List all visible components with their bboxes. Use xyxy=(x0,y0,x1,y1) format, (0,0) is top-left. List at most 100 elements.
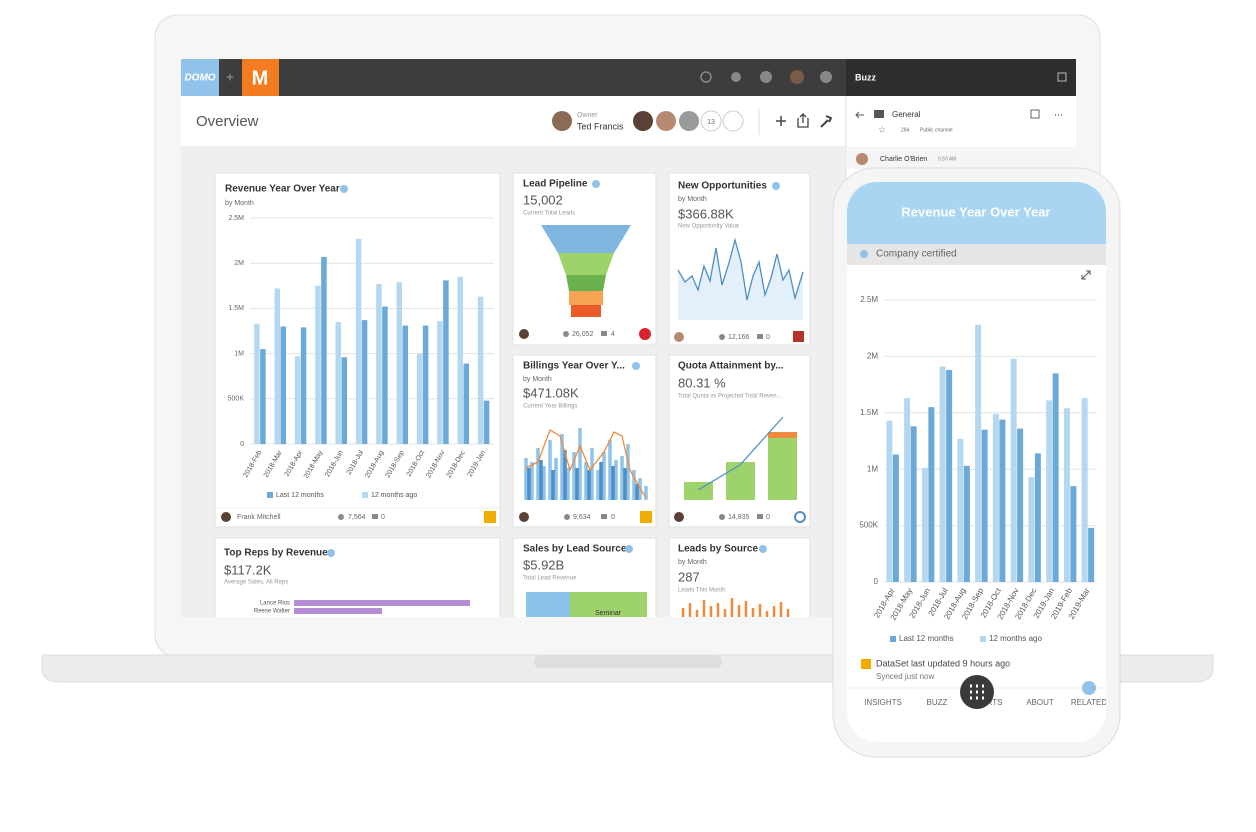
rep-name: Lance Rios xyxy=(260,601,290,607)
back-button[interactable] xyxy=(855,111,864,119)
card-title: Leads by Source xyxy=(678,544,758,555)
message-time: 5:59 AM xyxy=(938,156,956,162)
comments-icon xyxy=(757,514,763,519)
member-count: 13 xyxy=(707,119,715,126)
scroll-top-button[interactable] xyxy=(1082,681,1096,695)
bar xyxy=(382,306,388,444)
certified-icon xyxy=(327,549,335,557)
comments: 0 xyxy=(766,514,770,521)
card-caption: Leads This Month xyxy=(678,588,726,594)
star-icon[interactable]: ☆ xyxy=(878,124,886,134)
member-avatar[interactable] xyxy=(679,111,699,131)
legend-label: 12 months ago xyxy=(371,492,417,499)
bar xyxy=(992,413,999,582)
header xyxy=(181,96,846,147)
treemap-label: Seminar xyxy=(595,610,622,617)
author-avatar xyxy=(519,512,529,522)
card-value: 80.31 % xyxy=(678,375,726,390)
legend-label: Last 12 months xyxy=(899,634,954,643)
nav-item[interactable]: INSIGHTS xyxy=(864,698,902,707)
funnel-stage xyxy=(558,253,614,275)
views: 9,634 xyxy=(573,514,591,521)
settings-button[interactable] xyxy=(820,115,833,128)
add-card-button[interactable] xyxy=(776,116,786,126)
quota-line xyxy=(697,416,784,491)
y-tick-label: 1M xyxy=(867,464,878,473)
card-caption: Total Lead Revenue xyxy=(523,576,577,582)
logo-plus: + xyxy=(226,69,234,85)
phone-title: Revenue Year Over Year xyxy=(901,204,1050,219)
certified-icon xyxy=(340,185,348,193)
channel-icon xyxy=(874,110,884,118)
y-tick-label: 1.5M xyxy=(228,305,244,312)
card-subtitle: by Month xyxy=(523,376,552,383)
y-tick-label: 2.5M xyxy=(860,295,878,304)
comments-icon xyxy=(601,331,607,336)
y-tick-label: 1.5M xyxy=(860,408,878,417)
top-bar xyxy=(181,59,846,96)
sparkline-area xyxy=(678,240,803,320)
bar xyxy=(957,438,964,582)
bar xyxy=(443,280,449,444)
search-icon[interactable] xyxy=(700,71,712,83)
bar xyxy=(921,468,928,582)
user-avatar[interactable] xyxy=(790,70,804,84)
member-avatar[interactable] xyxy=(656,111,676,131)
laptop-notch xyxy=(534,655,722,668)
add-icon[interactable] xyxy=(760,71,772,83)
source-icon xyxy=(861,659,871,669)
nav-item[interactable]: ABOUT xyxy=(1026,698,1054,707)
source-icon xyxy=(639,328,651,340)
views-icon xyxy=(719,334,725,340)
copy-icon[interactable] xyxy=(1030,109,1040,119)
nav-item[interactable]: RELATED xyxy=(1071,698,1108,707)
logo-box[interactable] xyxy=(181,59,219,96)
views: 26,052 xyxy=(572,331,594,338)
bar xyxy=(1028,477,1035,582)
expand-button[interactable] xyxy=(1081,270,1091,280)
phone-header xyxy=(847,182,1106,244)
bar xyxy=(300,327,307,444)
comments: 4 xyxy=(611,331,615,338)
comments: 0 xyxy=(611,514,615,521)
views-icon xyxy=(563,331,569,337)
add-user-icon[interactable] xyxy=(731,72,741,82)
author: Frank Mitchell xyxy=(237,514,281,521)
certified-band xyxy=(847,244,1106,265)
certified-label: Company certified xyxy=(876,249,957,260)
certified-icon xyxy=(860,250,868,258)
member-avatar[interactable] xyxy=(633,111,653,131)
bar xyxy=(939,366,946,582)
app-box[interactable] xyxy=(242,59,279,96)
y-tick-label: 1M xyxy=(234,350,244,357)
legend-swatch xyxy=(362,492,368,498)
compose-icon[interactable] xyxy=(1057,72,1067,82)
y-tick-label: 0 xyxy=(240,441,244,448)
share-button[interactable] xyxy=(797,113,809,128)
card-title: Sales by Lead Source xyxy=(523,544,627,555)
dataset-synced: Synced just now xyxy=(876,672,934,681)
source-icon xyxy=(794,511,806,523)
bar xyxy=(260,349,266,444)
card-value: $471.08K xyxy=(523,385,579,400)
owner-label: Owner xyxy=(577,112,598,119)
card-value: 287 xyxy=(678,569,700,584)
card-subtitle: by Month xyxy=(678,559,707,566)
buzz-label[interactable]: Buzz xyxy=(855,72,876,82)
quota-bar xyxy=(684,482,713,500)
card-title: Top Reps by Revenue xyxy=(224,548,328,559)
chat-icon[interactable] xyxy=(820,71,832,83)
bar xyxy=(981,429,988,582)
dataset-updated: DataSet last updated 9 hours ago xyxy=(876,658,1010,668)
sparkline xyxy=(677,237,804,301)
bar xyxy=(321,256,327,444)
add-member-button[interactable] xyxy=(722,110,744,132)
bar xyxy=(1010,358,1017,582)
member-count-badge[interactable] xyxy=(700,110,722,132)
nav-item[interactable]: BUZZ xyxy=(927,698,948,707)
card[interactable] xyxy=(668,537,811,628)
bar xyxy=(437,321,443,444)
bar xyxy=(999,419,1006,582)
quota-bar xyxy=(726,462,755,500)
bar xyxy=(422,325,429,444)
